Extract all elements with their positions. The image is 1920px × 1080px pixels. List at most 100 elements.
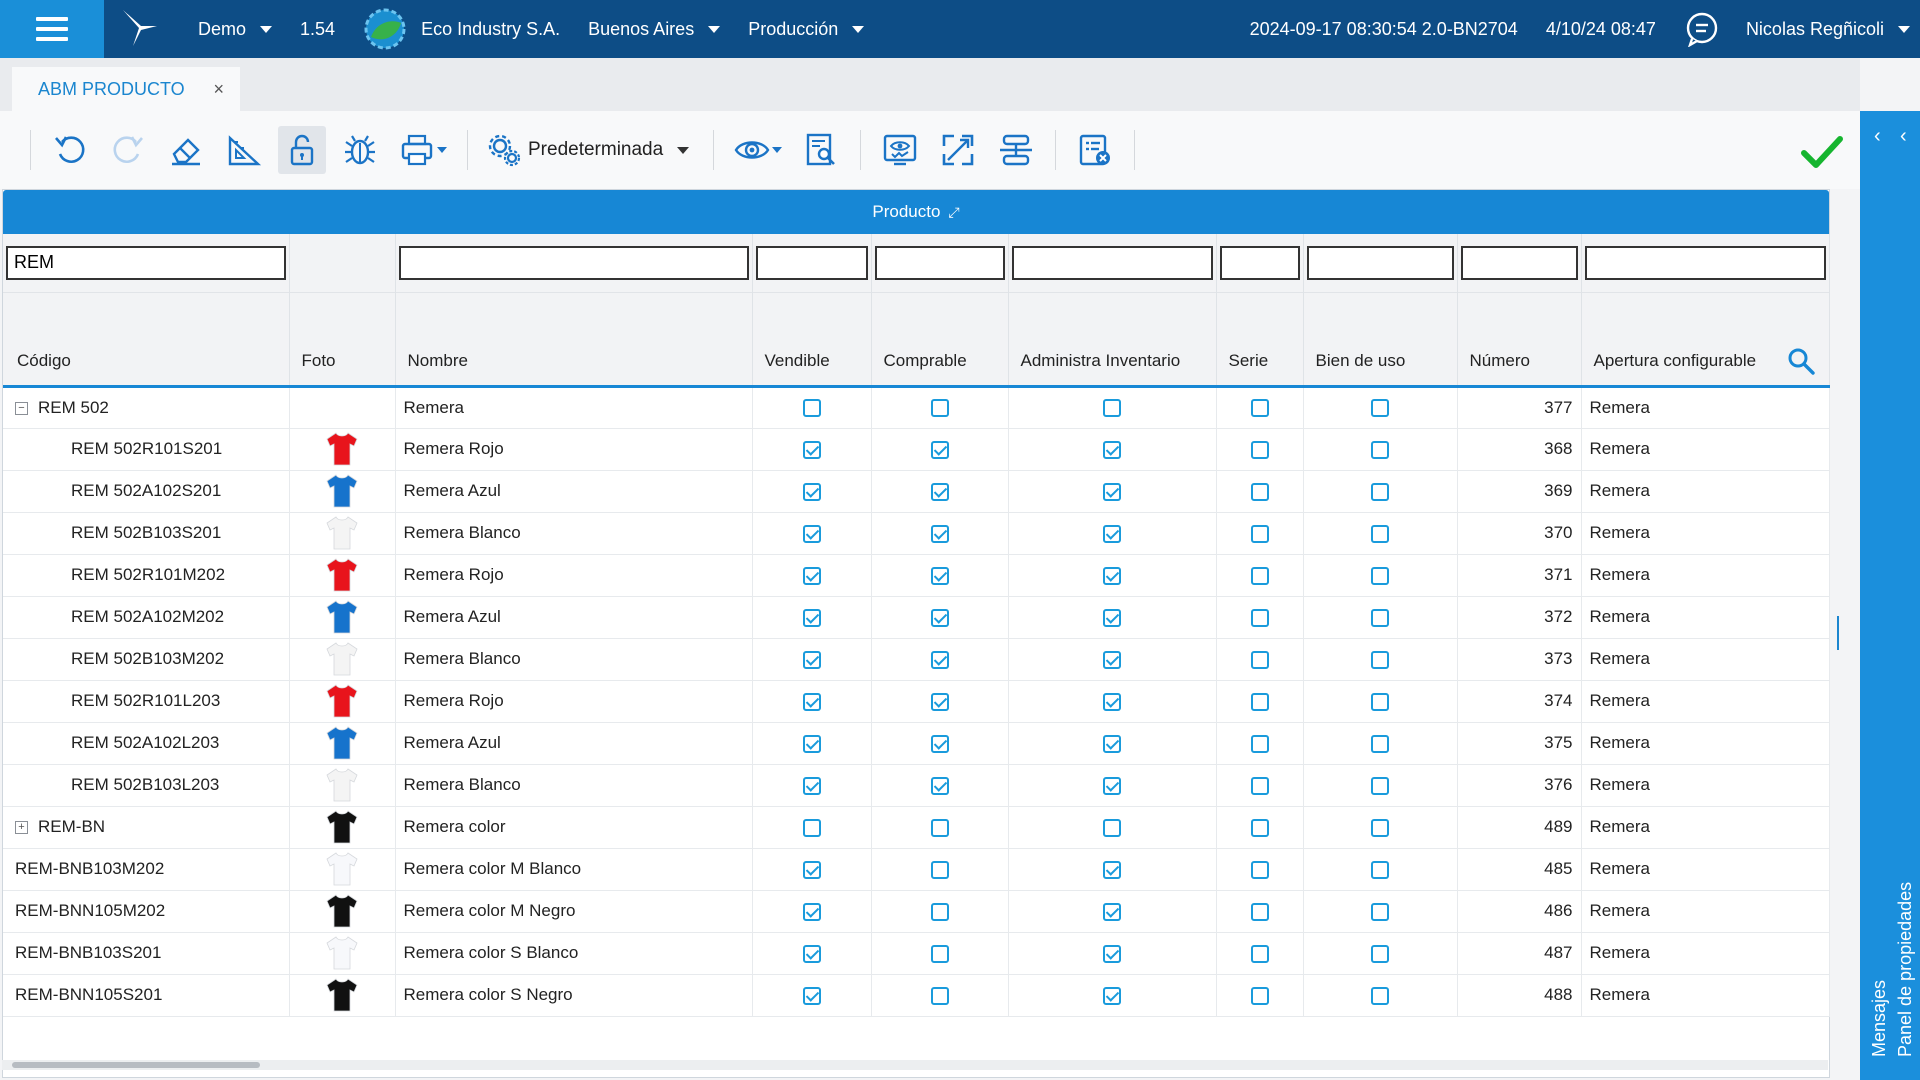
inventario-checkbox[interactable] <box>1103 776 1121 795</box>
serie-checkbox[interactable] <box>1250 566 1269 585</box>
bien_uso-checkbox[interactable] <box>1371 902 1389 921</box>
chevron-left-icon[interactable]: ‹ <box>1900 125 1907 147</box>
table-row[interactable]: REM 502R101L203 Remera Rojo 374 Remera <box>3 680 1830 722</box>
filter-numero-input[interactable] <box>1460 245 1578 280</box>
comprable-checkbox[interactable] <box>930 692 949 711</box>
table-row[interactable]: − REM 502 Remera 377 Remera <box>3 386 1830 428</box>
bien_uso-checkbox[interactable] <box>1371 566 1389 585</box>
bien_uso-checkbox[interactable] <box>1371 524 1389 543</box>
app-logo-icon[interactable] <box>104 6 174 52</box>
expand-icon[interactable]: ⤢ <box>948 203 960 220</box>
comprable-checkbox[interactable] <box>930 650 949 669</box>
table-row[interactable]: REM-BNN105M202 Remera color M Negro 486 Rem… <box>3 890 1830 932</box>
properties-panel-tab[interactable]: Panel de propiedades <box>1895 881 1915 1057</box>
inventario-checkbox[interactable] <box>1103 524 1121 543</box>
expand-button[interactable] <box>934 126 982 174</box>
serie-checkbox[interactable] <box>1250 986 1269 1005</box>
comprable-checkbox[interactable] <box>930 440 949 459</box>
serie-checkbox[interactable] <box>1250 692 1269 711</box>
serie-checkbox[interactable] <box>1250 818 1269 837</box>
vendible-checkbox[interactable] <box>802 776 821 795</box>
search-document-button[interactable] <box>797 126 845 174</box>
comprable-checkbox[interactable] <box>930 524 949 543</box>
filter-bien-uso-input[interactable] <box>1306 245 1454 280</box>
filter-vendible-input[interactable] <box>755 245 868 280</box>
close-icon[interactable]: × <box>213 78 224 99</box>
design-button[interactable] <box>220 126 268 174</box>
table-row[interactable]: REM 502A102L203 Remera Azul 375 Remera <box>3 722 1830 764</box>
module-selector[interactable]: Producción <box>748 19 865 40</box>
filter-comprable-input[interactable] <box>874 245 1005 280</box>
print-button[interactable] <box>394 126 452 174</box>
fit-height-button[interactable] <box>992 126 1040 174</box>
inventario-checkbox[interactable] <box>1103 860 1121 879</box>
col-header-numero[interactable]: Número <box>1457 291 1582 388</box>
table-row[interactable]: REM 502R101S201 Remera Rojo 368 Remera <box>3 428 1830 470</box>
bien_uso-checkbox[interactable] <box>1371 482 1389 501</box>
col-header-bien-uso[interactable]: Bien de uso <box>1303 291 1458 388</box>
serie-checkbox[interactable] <box>1250 399 1269 418</box>
vendible-checkbox[interactable] <box>802 986 821 1005</box>
table-row[interactable]: REM 502B103M202 Remera Blanco 373 Remera <box>3 638 1830 680</box>
bien_uso-checkbox[interactable] <box>1371 986 1389 1005</box>
bien_uso-checkbox[interactable] <box>1371 818 1389 837</box>
serie-checkbox[interactable] <box>1250 608 1269 627</box>
col-header-codigo[interactable]: Código <box>3 291 290 388</box>
serie-checkbox[interactable] <box>1250 650 1269 669</box>
serie-checkbox[interactable] <box>1250 944 1269 963</box>
col-header-inventario[interactable]: Administra Inventario <box>1008 291 1217 388</box>
comprable-checkbox[interactable] <box>930 902 949 921</box>
vendible-checkbox[interactable] <box>802 399 821 418</box>
comprable-checkbox[interactable] <box>930 566 949 585</box>
comprable-checkbox[interactable] <box>930 482 949 501</box>
bien_uso-checkbox[interactable] <box>1371 440 1389 459</box>
table-row[interactable]: REM 502B103L203 Remera Blanco 376 Remera <box>3 764 1830 806</box>
comprable-checkbox[interactable] <box>930 734 949 753</box>
checkmark-icon[interactable] <box>1800 129 1844 173</box>
table-row[interactable]: REM 502B103S201 Remera Blanco 370 Remera <box>3 512 1830 554</box>
col-header-comprable[interactable]: Comprable <box>871 291 1009 388</box>
filter-apertura-input[interactable] <box>1584 245 1826 280</box>
col-header-nombre[interactable]: Nombre <box>395 291 753 388</box>
filter-inventario-input[interactable] <box>1011 245 1213 280</box>
bien_uso-checkbox[interactable] <box>1371 399 1389 418</box>
inventario-checkbox[interactable] <box>1103 482 1121 501</box>
comprable-checkbox[interactable] <box>930 608 949 627</box>
preview-button[interactable] <box>876 126 924 174</box>
bien_uso-checkbox[interactable] <box>1371 944 1389 963</box>
filter-nombre-input[interactable] <box>398 245 749 280</box>
vendible-checkbox[interactable] <box>802 944 821 963</box>
vendible-checkbox[interactable] <box>802 608 821 627</box>
user-menu[interactable]: Nicolas Regñicoli <box>1746 19 1910 40</box>
scrollbar-thumb[interactable] <box>12 1062 260 1068</box>
vendible-checkbox[interactable] <box>802 860 821 879</box>
serie-checkbox[interactable] <box>1250 734 1269 753</box>
col-header-serie[interactable]: Serie <box>1216 291 1304 388</box>
inventario-checkbox[interactable] <box>1103 818 1121 837</box>
serie-checkbox[interactable] <box>1250 524 1269 543</box>
serie-checkbox[interactable] <box>1250 902 1269 921</box>
serie-checkbox[interactable] <box>1250 440 1269 459</box>
inventario-checkbox[interactable] <box>1103 608 1121 627</box>
bien_uso-checkbox[interactable] <box>1371 776 1389 795</box>
clear-button[interactable] <box>162 126 210 174</box>
serie-checkbox[interactable] <box>1250 776 1269 795</box>
collapse-tree-icon[interactable]: − <box>15 401 28 415</box>
inventario-checkbox[interactable] <box>1103 440 1121 459</box>
comprable-checkbox[interactable] <box>930 818 949 837</box>
env-selector[interactable]: Demo <box>198 19 273 40</box>
clear-list-button[interactable] <box>1071 126 1119 174</box>
inventario-checkbox[interactable] <box>1103 944 1121 963</box>
messages-tab[interactable]: Mensajes <box>1869 979 1889 1057</box>
vendible-checkbox[interactable] <box>802 440 821 459</box>
debug-button[interactable] <box>336 126 384 174</box>
undo-button[interactable] <box>46 126 94 174</box>
menu-button[interactable] <box>0 0 104 58</box>
city-selector[interactable]: Buenos Aires <box>588 19 721 40</box>
bien_uso-checkbox[interactable] <box>1371 608 1389 627</box>
view-button[interactable] <box>729 126 787 174</box>
serie-checkbox[interactable] <box>1250 860 1269 879</box>
preset-selector[interactable]: Predeterminada <box>486 132 690 168</box>
redo-button[interactable] <box>104 126 152 174</box>
table-row[interactable]: REM 502R101M202 Remera Rojo 371 Remera <box>3 554 1830 596</box>
